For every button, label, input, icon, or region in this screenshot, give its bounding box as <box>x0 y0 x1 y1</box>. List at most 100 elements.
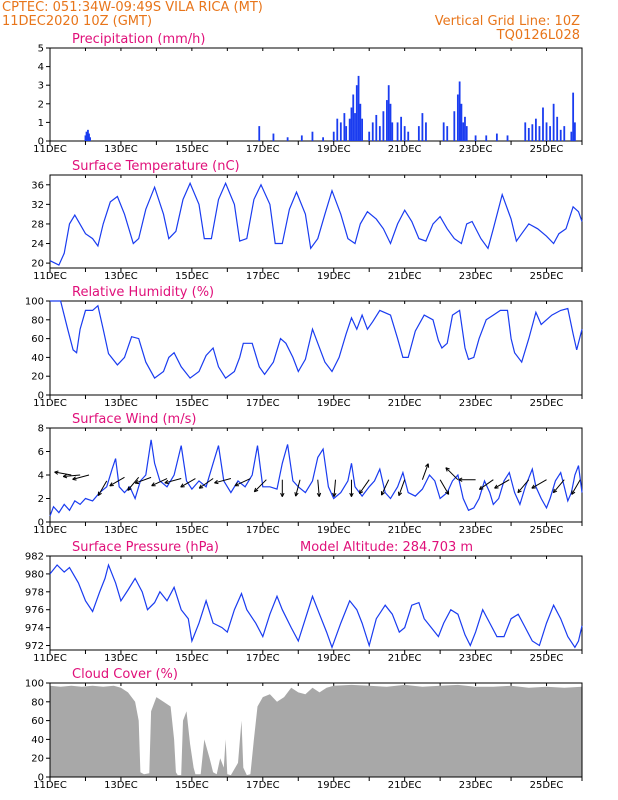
wind-wind-arrow <box>380 479 390 496</box>
rh-xtick-label: 21DEC <box>388 398 422 409</box>
precip-bar <box>474 135 477 141</box>
precip-bar <box>559 129 562 141</box>
pressure-ytick-label: 976 <box>25 605 44 616</box>
precip-xtick-label: 13DEC <box>104 144 138 155</box>
cloud-ytick-label: 60 <box>31 716 44 727</box>
precip-bar <box>458 81 461 141</box>
cloud-xtick-label: 13DEC <box>104 780 138 791</box>
wind-wind-arrow <box>571 479 581 495</box>
wind-title: Surface Wind (m/s) <box>72 412 196 427</box>
pressure-xtick-label: 13DEC <box>104 653 138 664</box>
precip-bar <box>88 133 90 141</box>
precip-bar <box>495 133 498 141</box>
precip-bar <box>357 75 360 141</box>
header-code: TQ0126L028 <box>496 28 580 43</box>
precip-xtick-label: 15DEC <box>175 144 209 155</box>
precip-bar <box>354 113 356 141</box>
rh-title: Relative Humidity (%) <box>72 285 214 300</box>
rh-ytick-label: 0 <box>38 391 44 402</box>
precip-title: Precipitation (mm/h) <box>72 32 205 47</box>
pressure-xtick-label: 25DEC <box>530 653 564 664</box>
wind-wind-arrow <box>134 476 152 485</box>
rh-panel: Relative Humidity (%) 0 20 40 60 80 100 11DEC 13… <box>25 285 583 409</box>
pressure-title: Surface Pressure (hPa) <box>72 540 219 555</box>
precip-bar <box>456 94 459 141</box>
precip-bar <box>389 103 392 141</box>
wind-panel: Surface Wind (m/s) 0 2 4 6 8 11DEC 13DEC 15DEC 17… <box>33 412 583 536</box>
cloud-xtick-label: 21DEC <box>388 780 422 791</box>
precip-bar <box>350 107 353 141</box>
precip-bar <box>355 85 358 141</box>
wind-wind-arrow <box>294 479 301 497</box>
rh-xtick-label: 13DEC <box>104 398 138 409</box>
wind-wind-arrow <box>439 479 450 495</box>
pressure-ytick-label: 980 <box>25 569 44 580</box>
wind-wind-arrow <box>109 476 125 487</box>
precip-ytick-label: 0 <box>38 137 44 148</box>
precip-bar <box>442 122 445 141</box>
precip-xtick-label: 23DEC <box>459 144 493 155</box>
wind-wind-arrow <box>72 474 90 481</box>
cloud-ytick-label: 20 <box>31 754 44 765</box>
rh-ytick-label: 100 <box>25 297 44 308</box>
precip-xtick-label: 17DEC <box>246 144 280 155</box>
pressure-xtick-label: 21DEC <box>388 653 422 664</box>
precip-bar <box>570 131 573 141</box>
pressure-ytick-label: 974 <box>25 623 44 634</box>
precip-bar <box>378 126 381 141</box>
temp-xtick-label: 13DEC <box>104 271 138 282</box>
wind-wind-arrow <box>349 479 354 497</box>
precip-ytick-label: 3 <box>38 81 44 92</box>
precip-bar <box>465 126 468 141</box>
pressure-xtick-label: 23DEC <box>459 653 493 664</box>
precip-bar <box>403 126 406 141</box>
wind-wind-arrow <box>214 478 232 485</box>
precip-xtick-label: 21DEC <box>388 144 422 155</box>
precip-bar <box>332 131 335 141</box>
precip-bar <box>396 122 399 141</box>
temp-xtick-label: 25DEC <box>530 271 564 282</box>
precip-bar <box>446 126 449 141</box>
precip-bar <box>258 126 261 141</box>
precip-ytick-label: 1 <box>38 118 44 129</box>
precip-bar <box>542 107 544 141</box>
temp-xtick-label: 21DEC <box>388 271 422 282</box>
precip-bar <box>391 122 394 141</box>
temp-ytick-label: 20 <box>31 259 44 270</box>
rh-xtick-label: 15DEC <box>175 398 209 409</box>
rh-ytick-label: 40 <box>31 353 44 364</box>
rh-xtick-label: 11DEC <box>33 398 67 409</box>
precip-ytick-label: 2 <box>38 99 44 110</box>
temp-ytick-label: 24 <box>31 239 44 250</box>
wind-wind-arrow <box>332 479 337 497</box>
rh-xtick-label: 17DEC <box>246 398 280 409</box>
wind-ytick-label: 2 <box>38 494 44 505</box>
precip-bar <box>300 135 303 141</box>
precip-bar <box>322 137 324 141</box>
precip-bar <box>89 137 91 141</box>
precip-bar <box>368 131 371 141</box>
precip-bar <box>382 111 385 141</box>
precip-ytick-label: 5 <box>38 44 44 55</box>
pressure-xtick-label: 17DEC <box>246 653 280 664</box>
precip-bar <box>375 114 378 141</box>
precip-bar <box>538 126 541 141</box>
wind-xtick-label: 19DEC <box>317 525 351 536</box>
precip-bar <box>387 85 390 141</box>
wind-wind-arrow <box>127 477 140 491</box>
precip-bar <box>272 133 275 141</box>
precip-bar <box>545 122 548 141</box>
wind-ytick-label: 6 <box>38 447 44 458</box>
cloud-area <box>50 684 582 777</box>
precip-bar <box>556 116 559 141</box>
cloud-ytick-label: 0 <box>38 773 44 784</box>
pressure-panel: Surface Pressure (hPa) Model Altitude: 28… <box>25 540 583 664</box>
rh-xtick-label: 23DEC <box>459 398 493 409</box>
pressure-xtick-label: 15DEC <box>175 653 209 664</box>
wind-xtick-label: 15DEC <box>175 525 209 536</box>
precip-bar <box>311 131 314 141</box>
rh-line <box>50 300 583 379</box>
cloud-xtick-label: 11DEC <box>33 780 67 791</box>
pressure-line <box>49 563 583 650</box>
rh-xtick-label: 25DEC <box>530 398 564 409</box>
